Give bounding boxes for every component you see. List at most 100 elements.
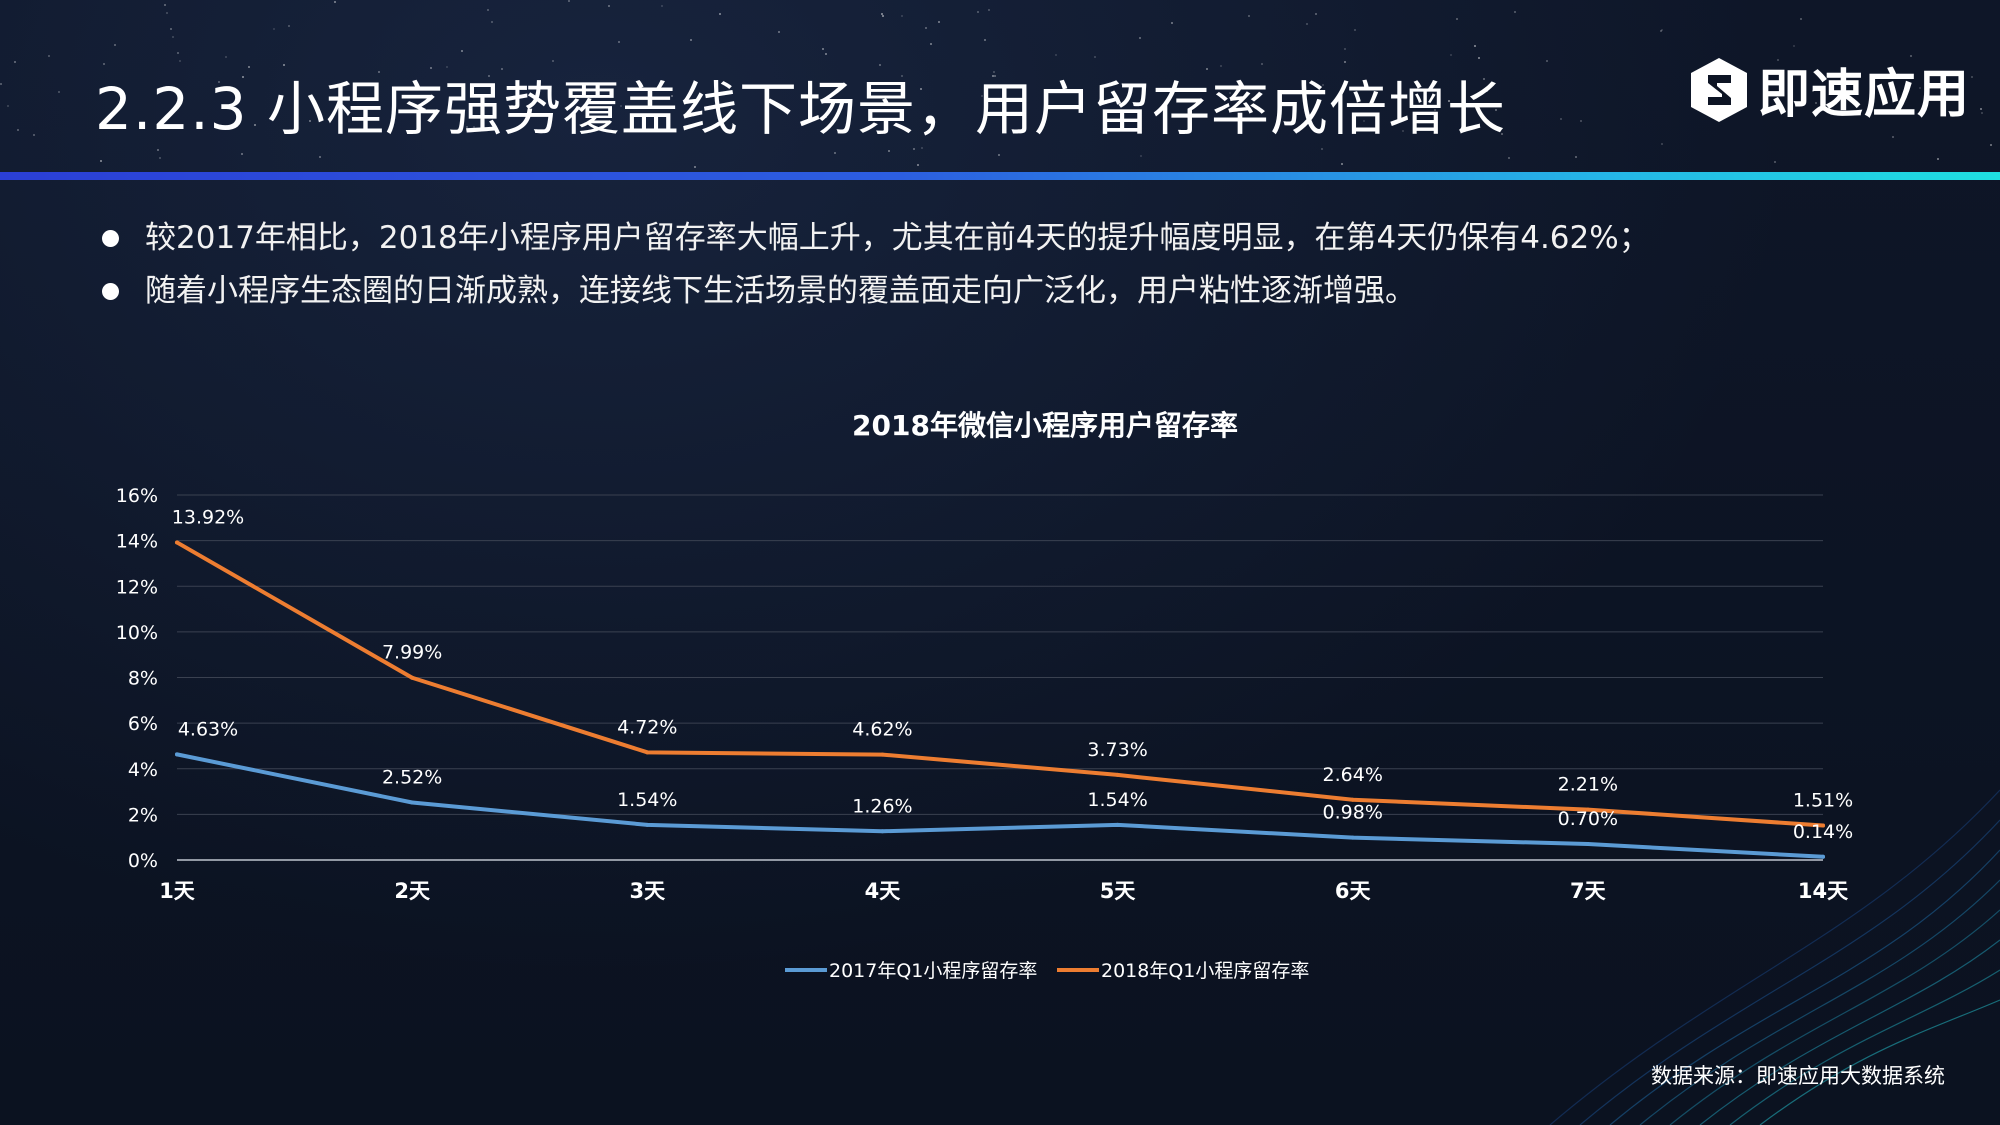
star xyxy=(1139,37,1141,39)
star xyxy=(568,0,570,2)
brand-logo: 即速应用 xyxy=(1688,52,1970,127)
star xyxy=(334,1,336,3)
star xyxy=(930,43,932,45)
x-tick-label: 3天 xyxy=(629,879,666,903)
star xyxy=(1800,18,1802,20)
star xyxy=(1495,109,1497,111)
data-point xyxy=(1821,854,1825,859)
star xyxy=(1315,13,1317,15)
star xyxy=(1456,18,1458,20)
star xyxy=(58,91,60,93)
star xyxy=(470,114,472,116)
retention-line-chart: 2018年微信小程序用户留存率 0% 2% 4% 6% 8% 10% 12% 14% 16% 1… xyxy=(116,409,1853,982)
data-point xyxy=(175,752,179,757)
star xyxy=(1306,23,1308,25)
star xyxy=(1065,90,1067,92)
star xyxy=(998,154,1000,156)
star xyxy=(888,150,890,152)
data-label: 0.14% xyxy=(1793,821,1853,843)
star xyxy=(1508,157,1510,159)
bullet-text: 较2017年相比，2018年小程序用户留存率大幅上升，尤其在前4天的提升幅度明显… xyxy=(145,220,1650,256)
star xyxy=(466,126,468,128)
star xyxy=(48,55,50,57)
star xyxy=(822,48,824,50)
chart-series xyxy=(175,540,1825,859)
data-label: 1.26% xyxy=(852,795,912,817)
star xyxy=(1402,130,1404,132)
star xyxy=(881,13,883,15)
star xyxy=(1575,156,1577,158)
star xyxy=(1344,48,1346,50)
star xyxy=(1055,54,1057,56)
star xyxy=(1892,136,1894,138)
star xyxy=(501,68,503,70)
star xyxy=(1661,29,1663,31)
y-tick-label: 6% xyxy=(128,713,158,735)
star xyxy=(319,156,321,158)
chart-title: 2018年微信小程序用户留存率 xyxy=(852,409,1238,442)
star xyxy=(1815,102,1817,104)
star xyxy=(719,13,721,15)
star xyxy=(1110,111,1112,113)
star xyxy=(661,5,663,7)
star xyxy=(1990,144,1992,146)
star xyxy=(254,124,256,126)
star xyxy=(993,71,995,73)
star xyxy=(159,157,161,159)
star xyxy=(1971,76,1973,78)
star xyxy=(461,50,463,52)
star xyxy=(157,149,159,151)
star xyxy=(552,60,554,62)
star xyxy=(1322,84,1324,86)
star xyxy=(879,64,881,66)
x-tick-label: 5天 xyxy=(1100,879,1137,903)
x-tick-label: 7天 xyxy=(1570,879,1607,903)
star xyxy=(1793,45,1795,47)
star xyxy=(620,105,622,107)
star xyxy=(1354,29,1356,31)
data-label: 2.21% xyxy=(1558,774,1618,796)
star xyxy=(172,36,174,38)
star xyxy=(487,9,489,11)
star xyxy=(1448,100,1450,102)
star xyxy=(1661,143,1663,145)
data-label: 7.99% xyxy=(382,642,442,664)
star xyxy=(1474,45,1476,47)
star xyxy=(1812,90,1814,92)
data-label: 1.54% xyxy=(1087,789,1147,811)
star xyxy=(882,15,884,17)
star xyxy=(7,105,9,107)
star xyxy=(834,152,836,154)
star xyxy=(917,164,919,166)
star xyxy=(984,39,986,41)
data-point xyxy=(1350,797,1355,802)
bullet-dot-icon xyxy=(102,230,119,247)
star xyxy=(671,95,673,97)
y-tick-label: 10% xyxy=(116,622,158,644)
star xyxy=(608,5,610,7)
star xyxy=(994,75,996,77)
star xyxy=(690,39,692,41)
star xyxy=(1777,59,1779,61)
data-label: 0.70% xyxy=(1558,808,1618,830)
star xyxy=(1229,92,1231,94)
star xyxy=(977,11,979,13)
star xyxy=(164,4,166,6)
chart-legend: 2017年Q1小程序留存率 2018年Q1小程序留存率 xyxy=(785,960,1309,982)
star xyxy=(694,166,696,168)
star xyxy=(170,28,172,30)
star xyxy=(913,148,915,150)
data-label: 1.54% xyxy=(617,789,677,811)
star xyxy=(446,66,448,68)
data-label: 1.51% xyxy=(1793,790,1853,812)
star xyxy=(1923,104,1925,106)
star xyxy=(1434,109,1436,111)
star xyxy=(1206,68,1208,70)
star xyxy=(1094,56,1096,58)
star xyxy=(1171,22,1173,24)
star xyxy=(225,56,227,58)
star xyxy=(273,28,275,30)
header-divider xyxy=(0,172,2000,180)
data-point xyxy=(645,750,650,755)
